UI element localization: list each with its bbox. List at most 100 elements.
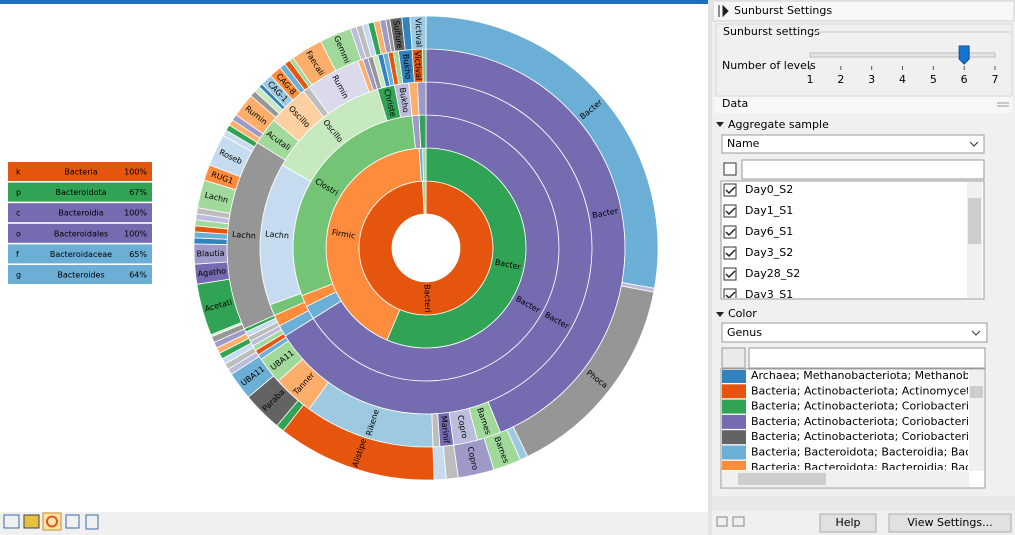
panel-header[interactable] [712, 0, 1015, 22]
footer-icon[interactable] [716, 516, 728, 527]
sample-checkbox[interactable] [723, 204, 737, 218]
panel-title: Sunburst Settings [734, 4, 832, 17]
segment-label: Bukho [401, 54, 413, 80]
percent: 100% [124, 209, 147, 218]
collapse-icon[interactable] [718, 4, 729, 18]
expand-arrow[interactable] [716, 122, 724, 127]
check-mark [725, 207, 736, 216]
check-mark [725, 228, 736, 237]
sample-filter[interactable] [741, 159, 985, 180]
sunburst-icon[interactable] [42, 512, 62, 531]
percent: 100% [124, 229, 147, 238]
segment-label: Marinif [439, 415, 451, 443]
color-filter[interactable] [748, 347, 986, 369]
tooltip: k Bacteria 100% p Bacteroidota 67% c Bacteroidi… [8, 162, 152, 284]
taxon: Bacteroidales [54, 229, 108, 238]
aggregate-dropdown[interactable] [721, 134, 985, 154]
scroll-thumb[interactable] [968, 198, 981, 244]
color-label: Bacteria; Actinobacteriota; Actinomyceti… [751, 384, 1001, 397]
splitter[interactable] [708, 0, 712, 535]
help-label: Help [835, 516, 860, 529]
slider-tick-label: 1 [807, 73, 814, 86]
slider-tick-label: 5 [930, 73, 937, 86]
check-mark [725, 186, 736, 195]
view-icons[interactable] [3, 512, 99, 531]
data-header: Data [722, 97, 748, 110]
active-tab-bar [0, 0, 708, 4]
color-swatch [722, 399, 746, 414]
taxon: Bacteria [64, 168, 97, 177]
tooltip-row [8, 182, 152, 202]
help-button[interactable] [819, 513, 877, 533]
view-settings-button[interactable] [888, 513, 1012, 533]
sample-name: Day3_S1 [745, 288, 793, 301]
check-mark [725, 270, 736, 279]
color-label: Bacteria; Bacteroidota; Bacteroidia; Bac… [751, 461, 1002, 474]
sunburst-segment [210, 322, 243, 338]
sunburst-chart[interactable]: BacteriBacterFirmicBacterClostriBacterLa… [193, 15, 659, 481]
rank: c [16, 209, 20, 218]
sample-checkbox[interactable] [723, 288, 737, 301]
sample-checkbox[interactable] [723, 225, 737, 239]
dropdown-arrow [971, 330, 981, 336]
color-swatch [722, 445, 746, 460]
tooltip-row [8, 244, 152, 264]
rank: p [16, 188, 21, 197]
tooltip-row [8, 223, 152, 243]
aggregate-value: Name [727, 137, 760, 150]
bottom-toolbar [0, 512, 708, 535]
sunburst-segment [196, 207, 231, 220]
color-items: Archaea; Methanobacteriota; Methanobacte… [722, 369, 1002, 474]
sample-checkbox[interactable] [723, 183, 737, 197]
sunburst-segment [416, 81, 427, 116]
data-header-bar[interactable] [714, 97, 1012, 113]
taxon: Bacteroidia [58, 209, 103, 218]
select-all-checkbox[interactable] [723, 162, 737, 176]
footer-icon[interactable] [732, 516, 745, 527]
sunburst-segment [385, 18, 396, 53]
rank: o [16, 229, 21, 238]
scroll-thumb[interactable] [970, 386, 983, 398]
sample-name: Day6_S1 [745, 225, 793, 238]
panel-footer [712, 496, 1015, 511]
slider-tick-label: 2 [837, 73, 844, 86]
color-label: Bacteria; Actinobacteriota; Coriobacteri… [751, 430, 998, 443]
segment-label: Victival [413, 51, 423, 81]
table-icon[interactable] [3, 514, 20, 529]
slider-tick-label: 3 [868, 73, 875, 86]
color-label: Bacteria; Actinobacteriota; Coriobacteri… [751, 415, 998, 428]
color-swatch [722, 460, 746, 470]
color-swatch [722, 370, 746, 383]
segment-label: Victival [413, 18, 423, 47]
h-scroll-thumb[interactable] [738, 473, 826, 485]
segment-label: Blautia [196, 249, 224, 259]
slider-thumb[interactable] [958, 45, 970, 65]
segment-label: Bacteri [422, 284, 432, 313]
section-title: Sunburst settings [723, 25, 820, 38]
color-list [720, 368, 986, 489]
slider[interactable]: 1 2 3 4 5 6 7 [807, 45, 999, 86]
pie-icon[interactable] [65, 514, 80, 529]
aggregate-label: Aggregate sample [728, 118, 829, 131]
expand-arrow[interactable] [716, 312, 724, 317]
color-dropdown[interactable] [721, 322, 988, 343]
sample-name: Day0_S2 [745, 183, 793, 196]
color-label: Bacteria; Bacteroidota; Bacteroidia; Bac… [751, 446, 996, 459]
levels-section [715, 23, 1013, 97]
slider-track[interactable] [809, 52, 996, 58]
scrollbar[interactable] [969, 370, 984, 471]
segment-label: Agatho [197, 266, 226, 278]
view-settings-label: View Settings... [907, 516, 992, 529]
tooltip-row [8, 203, 152, 223]
sample-checkbox[interactable] [723, 246, 737, 260]
rank: g [16, 271, 21, 280]
percent: 65% [129, 250, 147, 259]
rank: f [16, 250, 19, 259]
color-swatch-button[interactable] [721, 347, 746, 369]
percent: 100% [124, 168, 147, 177]
color-label: Archaea; Methanobacteriota; Methanobacte… [751, 369, 999, 382]
report-icon[interactable] [85, 514, 99, 530]
sample-checkbox[interactable] [723, 267, 737, 281]
heatmap-icon[interactable] [23, 514, 40, 529]
